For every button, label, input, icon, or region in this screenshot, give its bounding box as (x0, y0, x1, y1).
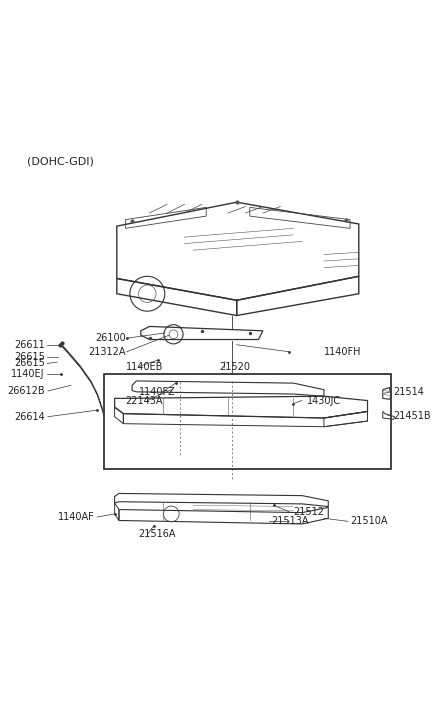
Text: 21514: 21514 (394, 387, 425, 397)
Text: 21520: 21520 (219, 361, 250, 371)
Text: 1140EJ: 1140EJ (11, 369, 45, 379)
Text: 26615: 26615 (14, 358, 45, 369)
Text: 26100: 26100 (95, 333, 125, 343)
Bar (104, 374, 392, 469)
Text: 1140FZ: 1140FZ (139, 387, 175, 397)
Text: 1430JC: 1430JC (306, 395, 341, 406)
Text: 1140EB: 1140EB (125, 361, 163, 371)
Text: 26614: 26614 (14, 411, 45, 422)
Text: 26612B: 26612B (7, 386, 45, 396)
Text: 21312A: 21312A (88, 347, 125, 357)
Text: 21516A: 21516A (139, 529, 176, 539)
Text: 21513A: 21513A (272, 516, 309, 526)
Text: 21451B: 21451B (394, 411, 431, 421)
Text: 1140FH: 1140FH (324, 347, 361, 357)
Text: (DOHC-GDI): (DOHC-GDI) (27, 156, 94, 166)
Text: 21510A: 21510A (350, 516, 388, 526)
Text: 1140AF: 1140AF (58, 512, 95, 522)
Text: 21512: 21512 (293, 507, 324, 517)
Text: 26615: 26615 (14, 352, 45, 362)
Text: 26611: 26611 (14, 340, 45, 350)
Text: 22143A: 22143A (125, 395, 163, 406)
